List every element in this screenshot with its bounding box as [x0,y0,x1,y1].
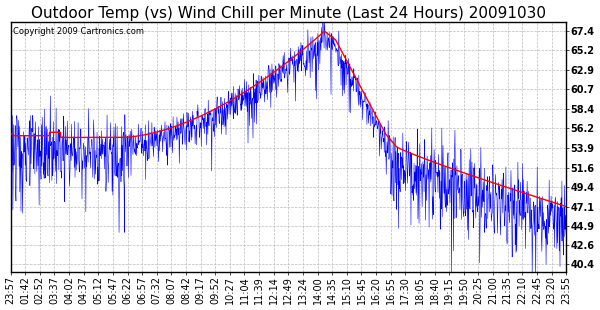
Text: Copyright 2009 Cartronics.com: Copyright 2009 Cartronics.com [13,27,145,36]
Title: Outdoor Temp (vs) Wind Chill per Minute (Last 24 Hours) 20091030: Outdoor Temp (vs) Wind Chill per Minute … [31,6,546,20]
